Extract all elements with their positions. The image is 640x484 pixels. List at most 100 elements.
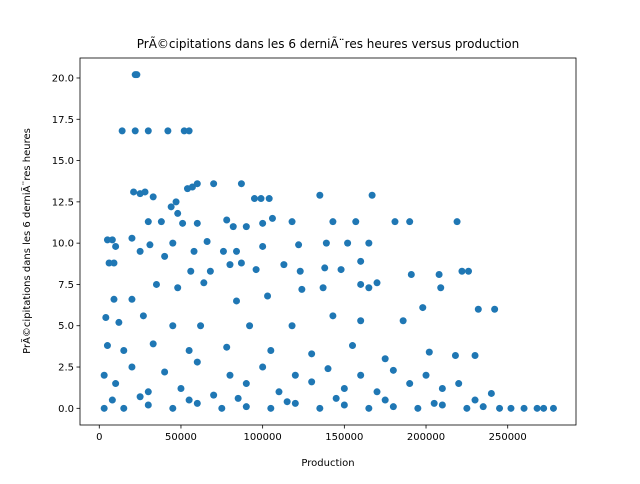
point — [268, 214, 276, 222]
point — [146, 241, 154, 249]
point — [533, 404, 541, 412]
y-tick-label: 7.5 — [58, 280, 74, 291]
point — [105, 259, 113, 267]
point — [322, 239, 330, 247]
x-tick-label: 200000 — [407, 432, 445, 443]
point — [131, 127, 139, 135]
point — [250, 195, 258, 203]
point — [275, 388, 283, 396]
point — [406, 380, 414, 388]
point — [234, 394, 242, 402]
point — [174, 284, 182, 292]
point — [242, 403, 250, 411]
point — [465, 267, 473, 275]
point — [296, 267, 304, 275]
point — [257, 195, 265, 203]
point — [144, 401, 152, 409]
point — [118, 127, 126, 135]
point — [340, 384, 348, 392]
point — [167, 203, 175, 211]
point — [100, 371, 108, 379]
point — [169, 239, 177, 247]
point — [349, 342, 357, 350]
point — [193, 180, 201, 188]
point — [233, 297, 241, 305]
x-tick-label: 250000 — [489, 432, 527, 443]
point — [520, 404, 528, 412]
point — [283, 398, 291, 406]
point — [288, 218, 296, 226]
point — [252, 266, 260, 274]
point — [187, 267, 195, 275]
point — [316, 191, 324, 199]
point — [130, 188, 138, 196]
point — [352, 218, 360, 226]
point — [264, 292, 272, 300]
point — [267, 347, 275, 355]
point — [507, 404, 515, 412]
point — [373, 279, 381, 287]
point — [308, 378, 316, 386]
point — [437, 284, 445, 292]
point — [161, 252, 169, 260]
point — [197, 322, 205, 330]
point — [496, 404, 504, 412]
point — [265, 195, 273, 203]
point — [206, 267, 214, 275]
point — [218, 404, 226, 412]
point — [438, 384, 446, 392]
point — [242, 223, 250, 231]
x-tick-label: 150000 — [325, 432, 363, 443]
point — [291, 371, 299, 379]
point — [381, 355, 389, 363]
point — [455, 380, 463, 388]
point — [324, 365, 332, 373]
point — [389, 403, 397, 411]
point — [193, 219, 201, 227]
point — [430, 399, 438, 407]
point — [110, 295, 118, 303]
point — [357, 317, 365, 325]
point — [149, 340, 157, 348]
point — [100, 404, 108, 412]
point — [406, 218, 414, 226]
y-tick-label: 17.5 — [52, 115, 74, 126]
point — [112, 380, 120, 388]
point — [193, 358, 201, 366]
point — [188, 183, 196, 191]
point — [267, 404, 275, 412]
point — [226, 371, 234, 379]
point — [115, 318, 123, 326]
point — [280, 261, 288, 269]
point — [259, 363, 267, 371]
point — [329, 312, 337, 320]
point — [435, 271, 443, 279]
y-tick-label: 10.0 — [52, 239, 74, 250]
point — [298, 285, 306, 293]
point — [185, 347, 193, 355]
point — [102, 313, 110, 321]
point — [365, 284, 373, 292]
point — [414, 404, 422, 412]
point — [319, 284, 327, 292]
point — [226, 261, 234, 269]
point — [233, 247, 241, 255]
point — [419, 304, 427, 312]
point — [169, 404, 177, 412]
point — [193, 399, 201, 407]
point — [479, 403, 487, 411]
point — [180, 127, 188, 135]
x-tick-label: 50000 — [165, 432, 197, 443]
point — [157, 218, 165, 226]
point — [237, 259, 245, 267]
point — [373, 388, 381, 396]
point — [422, 371, 430, 379]
point — [136, 393, 144, 401]
point — [152, 280, 160, 288]
point — [136, 247, 144, 255]
point — [321, 264, 329, 272]
point — [144, 218, 152, 226]
point — [144, 388, 152, 396]
x-tick-label: 100000 — [244, 432, 282, 443]
